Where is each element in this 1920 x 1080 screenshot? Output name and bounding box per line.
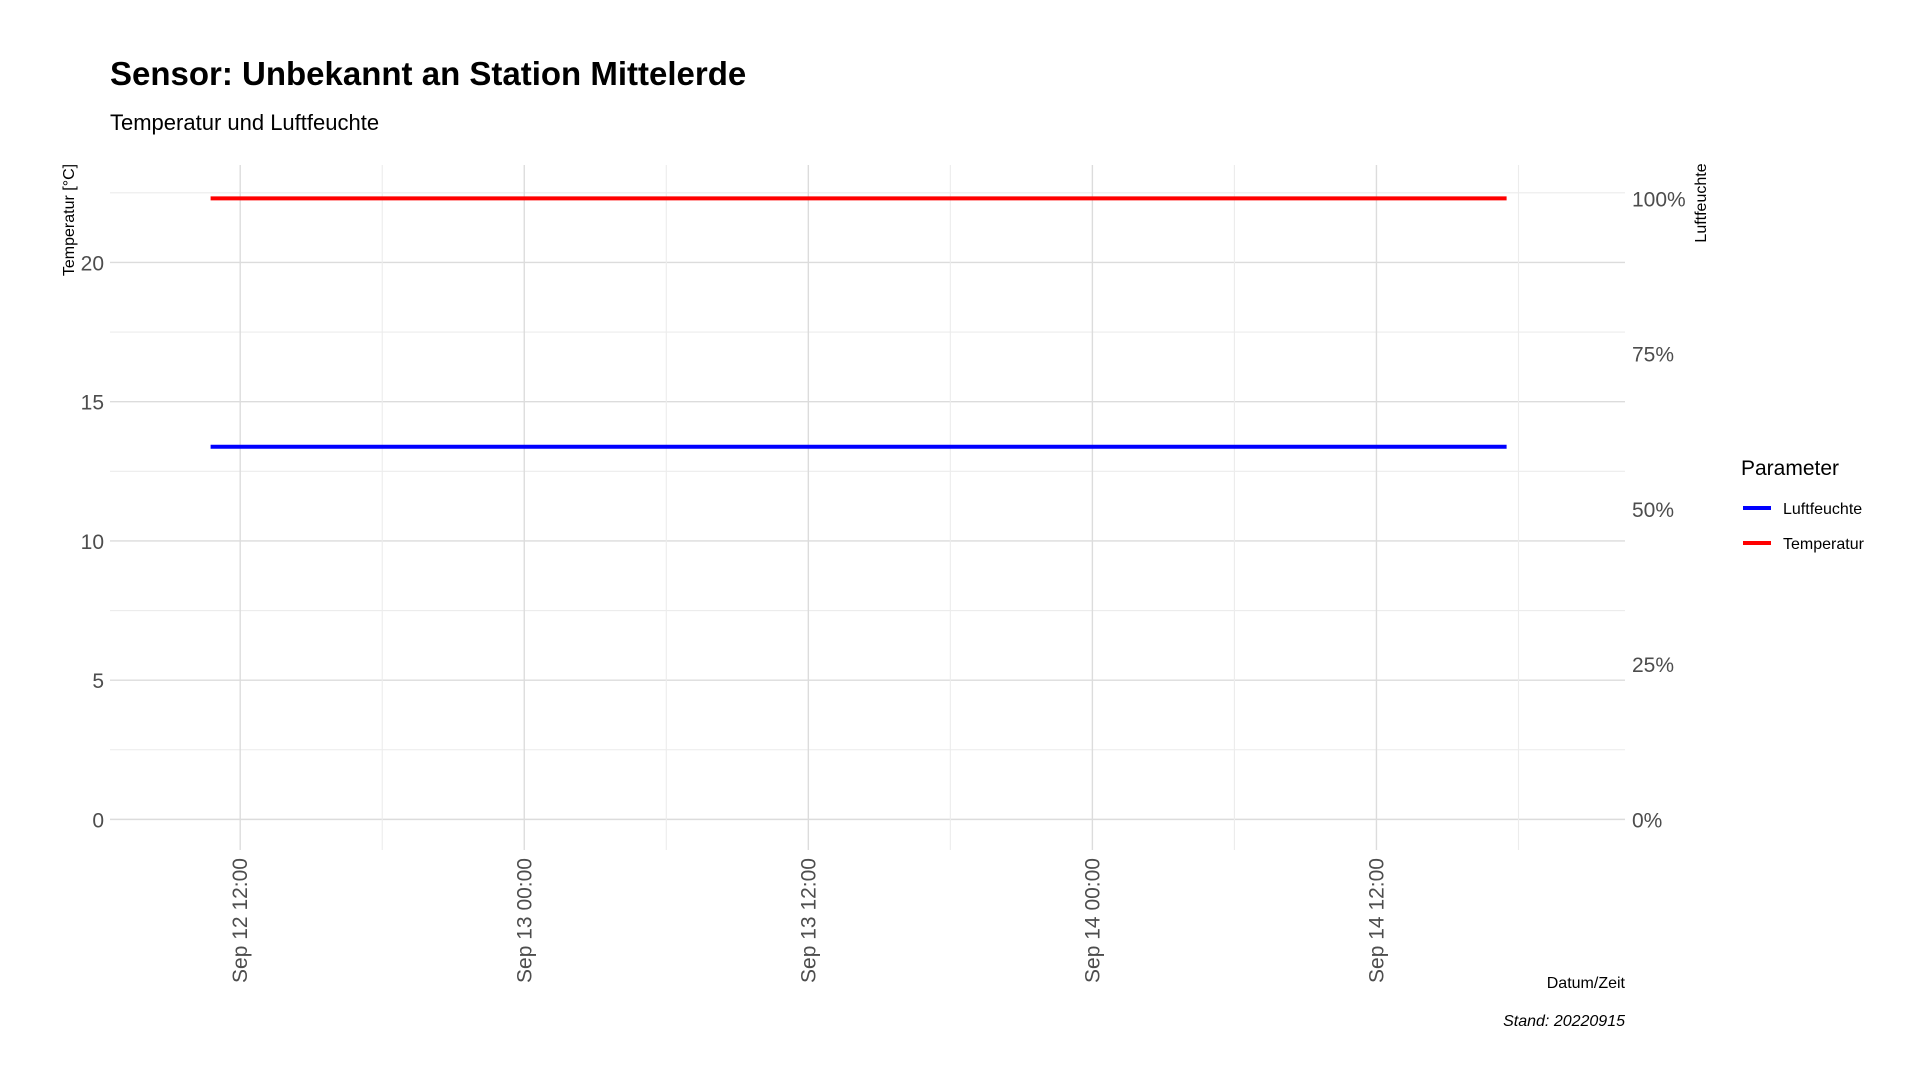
y-axis-left-title: Temperatur [°C] [61, 164, 78, 276]
chart-caption: Stand: 20220915 [1503, 1013, 1625, 1030]
y-tick-label-right: 25% [1632, 654, 1674, 677]
series-lines [210, 196, 1507, 449]
grid [110, 165, 1625, 850]
y-axis-right: 0% 25% 50% 75% 100% [1632, 188, 1686, 832]
y-tick-label-right: 50% [1632, 499, 1674, 522]
y-tick-label-right: 100% [1632, 188, 1686, 211]
x-tick-label: Sep 13 12:00 [797, 858, 820, 983]
x-axis-title: Datum/Zeit [1547, 975, 1626, 992]
legend: Parameter Luftfeuchte Temperatur [1741, 457, 1865, 553]
x-tick-label: Sep 13 00:00 [513, 858, 536, 983]
chart-subtitle: Temperatur und Luftfeuchte [110, 110, 379, 135]
legend-label: Temperatur [1783, 536, 1865, 553]
legend-title: Parameter [1741, 457, 1839, 480]
chart-title: Sensor: Unbekannt an Station Mittelerde [110, 55, 746, 92]
y-tick-label-right: 75% [1632, 344, 1674, 367]
y-axis-right-title: Luftfeuchte [1693, 163, 1710, 242]
x-tick-label: Sep 14 00:00 [1081, 858, 1104, 983]
y-axis-left: 0 5 10 15 20 [81, 252, 104, 832]
y-tick-label-left: 20 [81, 252, 104, 275]
y-tick-label-left: 15 [81, 392, 104, 415]
y-tick-label-left: 0 [92, 809, 104, 832]
x-tick-label: Sep 14 12:00 [1365, 858, 1388, 983]
y-tick-label-left: 10 [81, 531, 104, 554]
y-tick-label-right: 0% [1632, 809, 1662, 832]
x-tick-label: Sep 12 12:00 [229, 858, 252, 983]
x-axis: Sep 12 12:00 Sep 13 00:00 Sep 13 12:00 Sep … [229, 858, 1388, 983]
legend-label: Luftfeuchte [1783, 501, 1862, 518]
legend-items: Luftfeuchte Temperatur [1743, 501, 1865, 553]
y-tick-label-left: 5 [92, 670, 104, 693]
